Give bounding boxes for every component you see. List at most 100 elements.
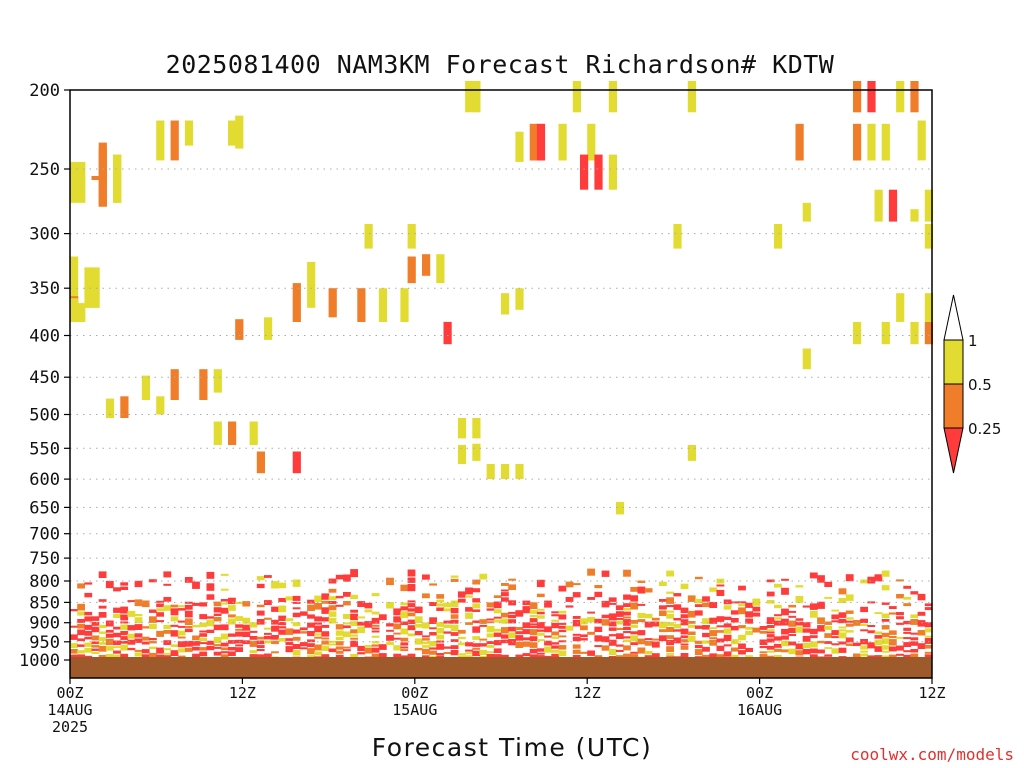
pbl-cell xyxy=(680,639,689,643)
pbl-cell xyxy=(623,653,631,659)
pbl-cell xyxy=(235,624,243,628)
pbl-cell xyxy=(795,650,804,656)
pbl-cell xyxy=(623,626,631,630)
pbl-cell xyxy=(314,636,322,639)
pbl-cell xyxy=(328,596,337,601)
pbl-cell xyxy=(896,594,904,599)
pbl-cell xyxy=(249,622,258,628)
pbl-cell xyxy=(77,644,85,647)
pbl-cell xyxy=(91,652,100,654)
pbl-cell xyxy=(910,614,919,618)
ri-cell xyxy=(77,303,86,322)
pbl-cell xyxy=(170,604,179,608)
pbl-cell xyxy=(802,642,811,649)
pbl-cell xyxy=(508,626,516,632)
pbl-cell xyxy=(745,647,753,652)
pbl-cell xyxy=(716,638,725,643)
pbl-cell xyxy=(881,613,890,618)
pbl-cell xyxy=(903,596,912,600)
pbl-cell xyxy=(321,617,330,622)
pbl-cell xyxy=(644,640,653,646)
pbl-cell xyxy=(587,568,595,576)
pbl-cell xyxy=(802,635,811,642)
pbl-cell xyxy=(206,629,215,633)
x-axis-label: Forecast Time (UTC) xyxy=(371,733,653,762)
pbl-cell xyxy=(766,617,775,624)
pbl-cell xyxy=(910,653,919,659)
pbl-cell xyxy=(558,614,567,620)
ri-cell xyxy=(910,209,919,222)
pbl-cell xyxy=(565,605,574,608)
pbl-cell xyxy=(486,608,495,611)
pbl-cell xyxy=(608,649,617,655)
pbl-cell xyxy=(551,619,560,622)
pbl-cell xyxy=(220,633,229,640)
pbl-cell xyxy=(723,634,732,641)
pbl-cell xyxy=(98,625,107,629)
pbl-cell xyxy=(572,644,581,649)
pbl-cell xyxy=(867,601,876,604)
pbl-cell xyxy=(393,645,402,651)
pbl-cell xyxy=(637,647,646,654)
ri-cell xyxy=(587,123,596,161)
pbl-cell xyxy=(156,612,164,617)
pbl-cell xyxy=(134,617,143,623)
pbl-cell xyxy=(141,600,150,608)
pbl-cell xyxy=(910,591,919,595)
pbl-cell xyxy=(357,601,366,607)
pbl-cell xyxy=(572,592,581,598)
pbl-cell xyxy=(630,651,639,654)
pbl-cell xyxy=(220,654,229,659)
pbl-cell xyxy=(199,637,208,642)
pbl-cell xyxy=(788,634,797,636)
pbl-cell xyxy=(666,646,674,652)
pbl-cell xyxy=(228,597,236,605)
pbl-cell xyxy=(608,639,617,646)
pbl-cell xyxy=(831,620,840,623)
pbl-cell xyxy=(450,600,459,607)
pbl-cell xyxy=(501,612,509,618)
pbl-cell xyxy=(350,613,358,621)
pbl-cell xyxy=(299,627,308,631)
pbl-cell xyxy=(738,585,746,591)
pbl-cell xyxy=(407,577,416,583)
ri-cell xyxy=(457,445,467,464)
pbl-cell xyxy=(694,649,703,656)
pbl-cell xyxy=(70,649,78,654)
x-tick-label: 12Z xyxy=(574,684,601,702)
pbl-cell xyxy=(113,607,121,613)
pbl-cell xyxy=(615,617,624,620)
pbl-cell xyxy=(105,633,114,638)
pbl-cell xyxy=(673,637,682,644)
pbl-cell xyxy=(249,636,258,640)
pbl-cell xyxy=(206,571,215,579)
pbl-cell xyxy=(335,654,344,659)
pbl-cell xyxy=(184,577,193,583)
pbl-cell xyxy=(623,645,631,651)
pbl-cell xyxy=(120,624,129,630)
pbl-cell xyxy=(213,607,222,613)
pbl-cell xyxy=(759,646,768,649)
site-credit[interactable]: coolwx.com/models xyxy=(850,745,1014,764)
pbl-cell xyxy=(896,636,904,639)
pbl-cell xyxy=(285,596,294,601)
y-tick-label: 450 xyxy=(29,368,60,388)
ri-cell xyxy=(515,464,524,480)
pbl-cell xyxy=(687,621,696,624)
pbl-cell xyxy=(723,651,732,657)
ri-cell xyxy=(536,123,546,161)
pbl-cell xyxy=(443,631,452,634)
ri-cell xyxy=(572,81,581,113)
pbl-cell xyxy=(350,594,358,599)
pbl-cell xyxy=(343,574,351,582)
pbl-cell xyxy=(580,618,588,625)
pbl-cell xyxy=(817,575,825,583)
pbl-cell xyxy=(709,627,718,630)
pbl-cell xyxy=(213,637,222,644)
pbl-cell xyxy=(149,652,157,659)
pbl-cell xyxy=(867,625,876,627)
pbl-cell xyxy=(199,642,208,645)
pbl-cell xyxy=(601,600,610,608)
pbl-cell xyxy=(120,582,129,586)
pbl-cell xyxy=(314,595,322,602)
